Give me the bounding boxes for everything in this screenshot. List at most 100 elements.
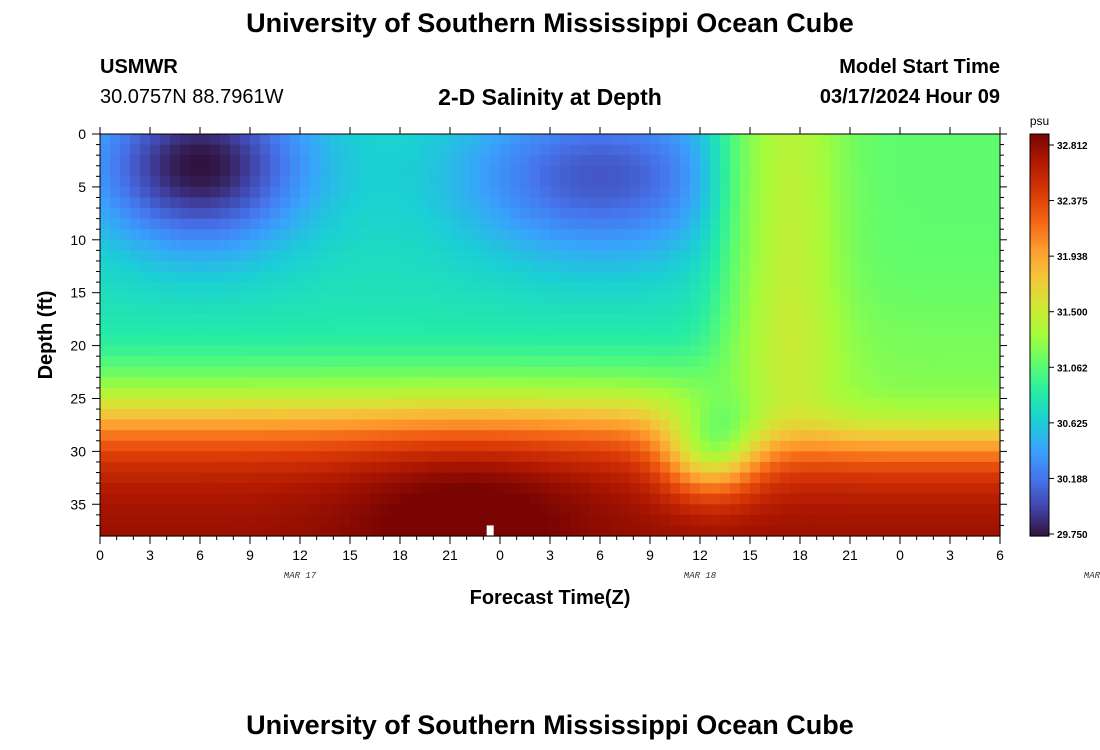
heatmap-cell — [790, 292, 801, 304]
heatmap-cell — [260, 239, 271, 251]
heatmap-cell — [560, 419, 571, 431]
heatmap-cell — [720, 409, 731, 421]
heatmap-cell — [360, 250, 371, 262]
heatmap-cell — [350, 271, 361, 283]
heatmap-cell — [230, 218, 241, 230]
heatmap-cell — [320, 303, 331, 315]
heatmap-cell — [650, 356, 661, 368]
heatmap-cell — [270, 430, 281, 442]
colorbar-tick-label: 29.750 — [1057, 530, 1088, 541]
heatmap-cell — [880, 335, 891, 347]
heatmap-cell — [720, 366, 731, 378]
heatmap-cell — [930, 398, 941, 410]
heatmap-cell — [580, 514, 591, 527]
heatmap-cell — [740, 155, 751, 167]
heatmap-cell — [710, 165, 721, 177]
heatmap-cell — [160, 155, 171, 167]
colorbar-segment — [1030, 329, 1049, 334]
heatmap-cell — [910, 144, 921, 156]
heatmap-cell — [870, 260, 881, 273]
heatmap-cell — [440, 197, 451, 209]
heatmap-cell — [500, 208, 511, 220]
heatmap-cell — [580, 504, 591, 516]
colorbar-segment — [1030, 528, 1049, 532]
heatmap-cell — [910, 303, 921, 315]
heatmap-cell — [550, 493, 561, 505]
colorbar-segment — [1030, 179, 1049, 183]
heatmap-cell — [570, 186, 581, 199]
heatmap-cell — [230, 419, 241, 431]
heatmap-cell — [750, 461, 761, 474]
heatmap-cell — [400, 250, 411, 262]
colorbar-segment — [1030, 224, 1049, 228]
heatmap-cell — [630, 260, 641, 273]
heatmap-cell — [660, 356, 671, 368]
heatmap-cell — [900, 165, 911, 177]
heatmap-cell — [160, 208, 171, 220]
heatmap-cell — [290, 176, 301, 188]
heatmap-cell — [370, 430, 381, 442]
heatmap-cell — [790, 271, 801, 283]
heatmap-cell — [100, 409, 111, 421]
heatmap-cell — [290, 483, 301, 495]
heatmap-cell — [540, 197, 551, 209]
heatmap-cell — [570, 387, 581, 400]
heatmap-cell — [760, 472, 771, 484]
heatmap-cell — [980, 514, 991, 527]
heatmap-cell — [350, 493, 361, 505]
heatmap-cell — [500, 377, 511, 389]
heatmap-cell — [920, 472, 931, 484]
heatmap-cell — [540, 504, 551, 516]
heatmap-cell — [530, 303, 541, 315]
heatmap-cell — [100, 335, 111, 347]
heatmap-cell — [490, 504, 501, 516]
heatmap-cell — [880, 440, 891, 452]
heatmap-cell — [210, 493, 221, 505]
heatmap-cell — [920, 239, 931, 251]
heatmap-cell — [580, 292, 591, 304]
heatmap-cell — [670, 419, 681, 431]
heatmap-cell — [390, 398, 401, 410]
heatmap-cell — [340, 461, 351, 474]
heatmap-cell — [740, 514, 751, 527]
heatmap-cell — [950, 366, 961, 378]
heatmap-cell — [150, 430, 161, 442]
heatmap-cell — [390, 504, 401, 516]
heatmap-cell — [210, 324, 221, 336]
heatmap-cell — [640, 525, 651, 537]
heatmap-cell — [280, 504, 291, 516]
heatmap-cell — [210, 377, 221, 389]
heatmap-cell — [420, 260, 431, 273]
heatmap-cell — [290, 409, 301, 421]
heatmap-cell — [760, 303, 771, 315]
heatmap-cell — [920, 514, 931, 527]
heatmap-cell — [940, 229, 951, 241]
heatmap-cell — [650, 493, 661, 505]
heatmap-cell — [340, 186, 351, 199]
heatmap-cell — [500, 409, 511, 421]
heatmap-cell — [260, 335, 271, 347]
colorbar-segment — [1030, 382, 1049, 386]
heatmap-cell — [720, 134, 731, 146]
heatmap-cell — [950, 440, 961, 452]
heatmap-cell — [370, 419, 381, 431]
colorbar-segment — [1030, 282, 1049, 286]
heatmap-cell — [240, 335, 251, 347]
heatmap-cell — [900, 271, 911, 283]
heatmap-cell — [810, 186, 821, 199]
heatmap-cell — [390, 345, 401, 357]
heatmap-cell — [750, 409, 761, 421]
heatmap-cell — [420, 282, 431, 294]
heatmap-cell — [550, 335, 561, 347]
heatmap-cell — [350, 282, 361, 294]
heatmap-cell — [650, 239, 661, 251]
heatmap-cell — [940, 440, 951, 452]
heatmap-cell — [550, 483, 561, 495]
heatmap-cell — [140, 155, 151, 167]
heatmap-cell — [740, 303, 751, 315]
heatmap-cell — [790, 483, 801, 495]
colorbar-segment — [1030, 412, 1049, 416]
heatmap-cell — [760, 186, 771, 199]
heatmap-cell — [480, 134, 491, 146]
heatmap-cell — [550, 366, 561, 378]
